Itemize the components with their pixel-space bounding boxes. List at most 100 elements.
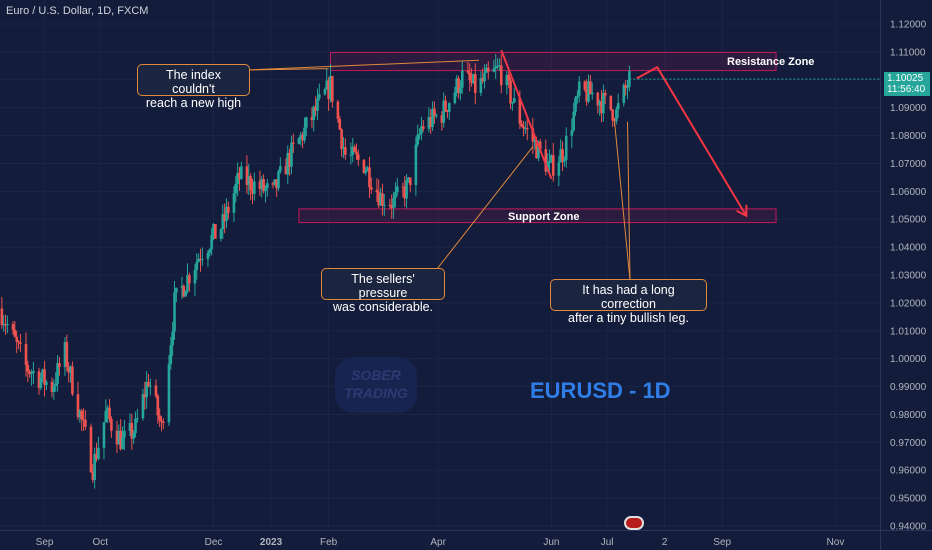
y-tick-label: 1.03000: [890, 271, 927, 282]
candle-body: [182, 286, 186, 297]
candle-body: [590, 92, 594, 95]
candle-body: [431, 108, 434, 128]
candle-body: [119, 430, 122, 450]
candle-body: [509, 80, 512, 104]
candle-body: [457, 78, 460, 94]
us-flag-icon[interactable]: [624, 516, 644, 530]
candle-body: [600, 101, 603, 114]
candle-body: [171, 331, 174, 346]
candle-body: [71, 366, 74, 395]
candle-body: [232, 193, 236, 213]
y-tick-label: 1.01000: [890, 326, 927, 337]
candle-body: [160, 420, 163, 422]
x-tick-label: Jun: [543, 537, 559, 548]
candle-body: [80, 410, 83, 420]
candle-body: [110, 419, 113, 431]
candle-body: [535, 140, 538, 159]
candle-body: [349, 154, 353, 156]
sober-trading-logo: SOBER TRADING: [335, 357, 417, 413]
candle-body: [563, 159, 566, 162]
candle-body: [240, 166, 243, 179]
candle-body: [201, 259, 204, 261]
candle-body: [43, 369, 46, 385]
time-axis[interactable]: Sep Oct Dec 2023 Feb Apr Jun Jul 2 Sep Nov: [0, 530, 932, 549]
candle-body: [336, 101, 340, 119]
candle-body: [548, 160, 551, 163]
candle-body: [104, 411, 108, 423]
candle-body: [414, 144, 418, 186]
candle-body: [587, 81, 590, 102]
candle-body: [485, 67, 488, 73]
candle-body: [63, 342, 67, 368]
candle-body: [455, 78, 459, 93]
candle-body: [184, 291, 187, 297]
candle-body: [275, 179, 278, 189]
candle-body: [544, 149, 548, 172]
y-tick-label: 1.05000: [890, 215, 927, 226]
y-tick-label: 0.95000: [890, 494, 927, 505]
candle-body: [145, 382, 148, 398]
candle-body: [459, 87, 462, 94]
price-zones: [298, 51, 777, 224]
candle-body: [69, 366, 72, 373]
candle-body: [273, 179, 277, 185]
candle-body: [479, 78, 483, 93]
candle-body: [212, 224, 215, 236]
candle-body: [377, 191, 381, 206]
x-tick-label: Apr: [430, 537, 446, 548]
candle-body: [303, 127, 306, 141]
candle-body: [188, 275, 191, 284]
candle-body: [388, 204, 392, 206]
candle-body: [28, 371, 32, 375]
y-tick-label: 1.11000: [890, 47, 926, 58]
x-tick-label: 2: [662, 537, 668, 548]
zone-box: [298, 208, 777, 224]
candle-body: [453, 92, 457, 104]
candle-body: [154, 385, 158, 396]
candle-body: [626, 86, 629, 89]
candle-body: [481, 78, 485, 82]
candle-body: [331, 76, 334, 102]
candle-body: [375, 189, 379, 192]
candle-body: [518, 98, 522, 124]
candle-body: [505, 74, 509, 86]
candle-body: [175, 287, 178, 293]
candle-body: [264, 188, 267, 192]
candle-body: [418, 133, 421, 135]
candle-body: [353, 146, 356, 152]
x-tick-label: Dec: [205, 537, 223, 548]
x-tick-label: Sep: [713, 537, 731, 548]
candle-body: [279, 166, 282, 172]
callout-sellers-pressure: The sellers' pressure was considerable.: [321, 268, 445, 314]
candle-body: [58, 363, 61, 368]
candle-body: [24, 343, 28, 366]
candle-body: [394, 192, 397, 199]
candle-body: [329, 76, 332, 100]
candle-body: [39, 377, 43, 388]
candle-body: [494, 66, 497, 69]
symbol-title[interactable]: Euro / U.S. Dollar, 1D, FXCM: [6, 5, 149, 17]
candle-body: [67, 366, 70, 373]
candle-body: [195, 261, 199, 270]
candle-body: [323, 89, 327, 95]
candle-body: [11, 324, 15, 330]
y-tick-label: 0.98000: [890, 410, 927, 421]
candle-body: [611, 109, 614, 121]
candle-body: [206, 252, 210, 260]
callout-leader: [245, 59, 480, 71]
candle-body: [460, 70, 464, 88]
y-tick-label: 0.96000: [890, 466, 927, 477]
candle-body: [266, 183, 269, 189]
candle-body: [444, 100, 447, 111]
candle-body: [238, 173, 241, 179]
candle-body: [466, 70, 470, 73]
candle-body: [447, 103, 451, 113]
candle-body: [78, 410, 82, 418]
y-tick-label: 1.08000: [890, 131, 927, 142]
candle-body: [56, 363, 59, 384]
candle-body: [290, 142, 293, 167]
candle-body: [117, 430, 121, 445]
candle-body: [17, 341, 20, 343]
candle-body: [498, 65, 501, 67]
